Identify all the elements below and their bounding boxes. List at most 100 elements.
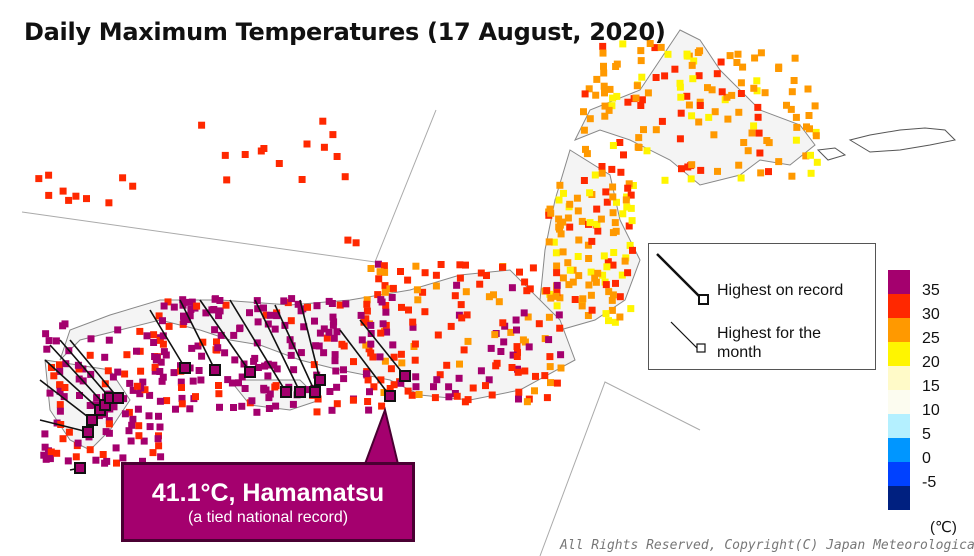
station-marker: [186, 405, 194, 413]
station-marker: [556, 324, 564, 332]
station-marker: [377, 376, 385, 384]
station-marker: [633, 82, 641, 90]
station-marker: [56, 401, 64, 409]
station-marker: [377, 329, 385, 337]
station-marker: [521, 367, 529, 375]
station-marker: [462, 288, 470, 296]
station-marker: [586, 115, 594, 123]
station-marker: [419, 288, 427, 296]
station-marker: [189, 377, 197, 385]
station-marker: [737, 174, 745, 182]
station-marker: [74, 439, 82, 447]
station-marker: [694, 49, 702, 56]
station-marker: [593, 205, 601, 213]
station-marker: [332, 367, 340, 375]
station-marker: [628, 217, 636, 225]
station-marker: [180, 318, 188, 325]
station-marker: [643, 147, 651, 155]
station-marker: [253, 297, 261, 305]
station-marker: [718, 88, 726, 96]
station-marker: [733, 59, 741, 66]
station-marker: [378, 402, 386, 410]
station-marker: [253, 408, 261, 416]
station-marker: [485, 376, 493, 384]
station-marker: [178, 400, 186, 408]
station-marker: [514, 348, 521, 356]
station-marker: [491, 331, 499, 339]
color-scale-cell: [888, 462, 910, 486]
station-marker: [757, 49, 765, 57]
record-station-box: [294, 386, 306, 398]
station-marker: [490, 291, 497, 299]
record-line: [59, 339, 111, 399]
station-marker: [41, 443, 49, 451]
station-marker: [543, 287, 551, 295]
station-marker: [553, 281, 561, 289]
station-marker: [156, 336, 164, 344]
station-marker: [608, 102, 616, 110]
station-marker: [525, 343, 533, 351]
station-marker: [300, 323, 308, 331]
station-marker: [221, 349, 229, 357]
station-marker: [431, 394, 439, 402]
station-marker: [157, 358, 165, 366]
station-marker: [397, 379, 405, 387]
station-marker: [319, 117, 327, 125]
station-marker: [137, 367, 145, 375]
station-marker: [469, 384, 477, 392]
station-marker: [415, 391, 423, 398]
station-marker: [294, 300, 302, 308]
station-marker: [180, 312, 187, 320]
station-marker: [280, 297, 288, 305]
station-marker: [365, 345, 373, 353]
station-marker: [685, 101, 693, 109]
station-marker: [711, 108, 719, 116]
station-marker: [657, 43, 665, 51]
callout-pointer: [363, 406, 400, 465]
station-marker: [46, 389, 54, 397]
station-marker: [170, 369, 178, 377]
station-marker: [515, 388, 523, 396]
station-marker: [617, 168, 625, 176]
station-marker: [624, 98, 632, 106]
station-marker: [48, 364, 55, 371]
station-marker: [133, 382, 141, 390]
station-marker: [333, 328, 341, 336]
legend-symbols: [656, 253, 709, 353]
station-marker: [566, 223, 574, 231]
station-marker: [625, 180, 633, 188]
station-marker: [495, 298, 503, 306]
station-marker: [464, 337, 472, 345]
station-marker: [284, 299, 292, 307]
station-marker: [157, 453, 165, 461]
station-marker: [187, 306, 195, 313]
station-marker: [457, 301, 465, 309]
station-marker: [556, 181, 564, 189]
station-marker: [688, 161, 696, 169]
inset-divider-line: [21, 109, 437, 263]
station-marker: [456, 274, 464, 282]
station-marker: [597, 215, 605, 223]
station-marker: [264, 320, 272, 328]
station-marker: [83, 195, 90, 203]
station-marker: [608, 296, 616, 304]
station-marker: [139, 457, 146, 465]
station-marker: [314, 395, 322, 403]
station-marker: [805, 112, 813, 119]
station-marker: [159, 317, 166, 325]
station-marker: [377, 296, 385, 304]
station-marker: [340, 375, 348, 383]
station-marker: [553, 302, 561, 310]
record-markers: [39, 299, 411, 474]
station-marker: [584, 241, 592, 249]
station-marker: [136, 347, 144, 355]
station-marker: [531, 387, 538, 395]
station-marker: [499, 263, 506, 271]
station-marker: [456, 261, 464, 269]
station-marker: [687, 175, 695, 183]
station-marker: [61, 320, 69, 328]
station-marker: [621, 257, 629, 265]
station-marker: [110, 403, 118, 411]
station-marker: [53, 419, 61, 427]
station-marker: [102, 428, 110, 436]
